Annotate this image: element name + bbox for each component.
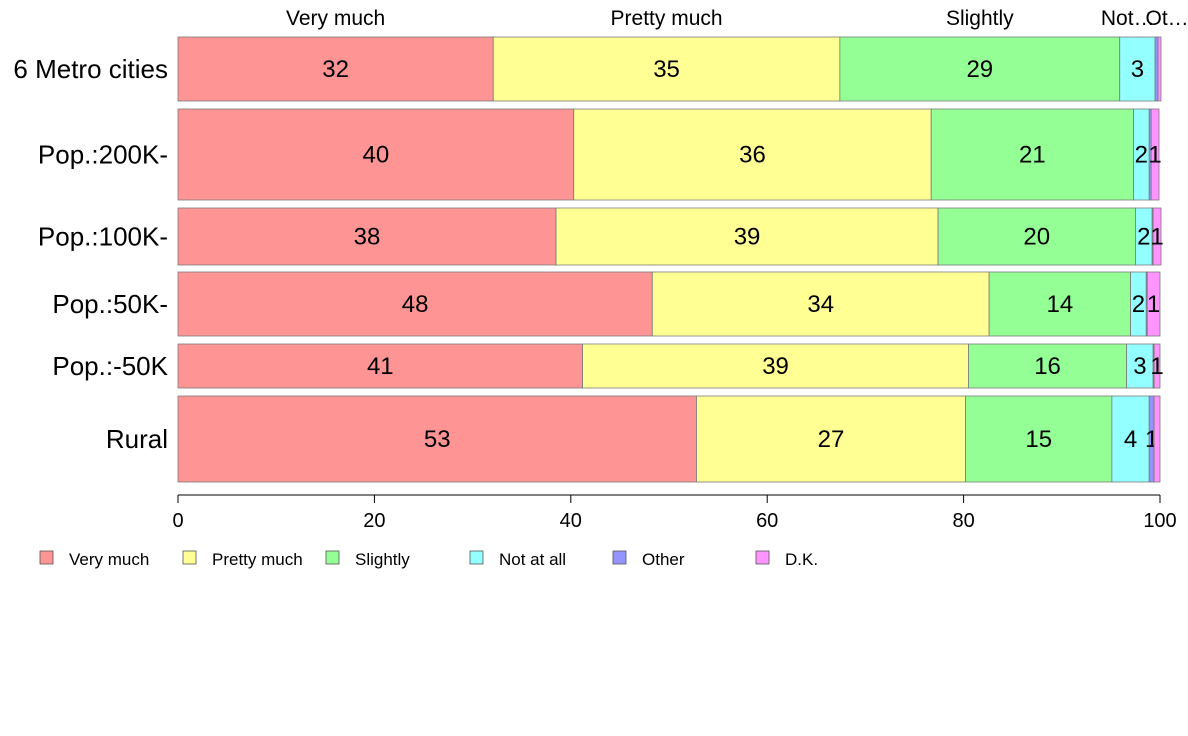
bar-value-label: 1	[1150, 353, 1163, 380]
bar-value-label: 20	[1023, 224, 1050, 251]
bar-segment	[839, 36, 1121, 102]
bar-value-label: 29	[966, 56, 993, 83]
legend-label: Pretty much	[212, 550, 303, 569]
category-label: 6 Metro cities	[13, 54, 168, 84]
bar-value-label: 21	[1019, 142, 1046, 169]
bar-value-label: 2	[1135, 142, 1148, 169]
bar-value-label: 2	[1137, 224, 1150, 251]
top-series-label: Pretty much	[611, 7, 723, 30]
bar-value-label: 34	[807, 291, 834, 318]
bar-value-label: 4	[1124, 426, 1137, 453]
bar-segment	[1153, 395, 1161, 483]
bar-segment	[177, 343, 583, 389]
bar-value-label: 48	[402, 291, 429, 318]
top-series-label: Not…	[1101, 7, 1155, 30]
bar-value-label: 41	[367, 353, 394, 380]
bar-value-label: 40	[363, 142, 390, 169]
legend-swatch	[469, 550, 484, 565]
bar-value-label: 53	[424, 426, 451, 453]
top-series-label: Slightly	[946, 7, 1014, 30]
bar-value-label: 2	[1132, 291, 1145, 318]
x-tick-label: 40	[560, 510, 582, 532]
legend-swatch	[612, 550, 627, 565]
category-label: Pop.:100K-	[38, 222, 168, 252]
category-label: Pop.:200K-	[38, 140, 168, 170]
bar-segment	[177, 395, 697, 483]
bar-value-label: 14	[1046, 291, 1073, 318]
bar-segment	[1157, 36, 1162, 102]
bar-segment	[1153, 343, 1161, 389]
bar-segment	[573, 108, 932, 201]
bar-segment	[177, 207, 557, 266]
top-series-label: Very much	[286, 7, 385, 30]
legend-label: Not at all	[499, 550, 566, 569]
legend-swatch	[182, 550, 197, 565]
bar-segment	[177, 271, 653, 337]
bar-value-label: 3	[1133, 353, 1146, 380]
bar-segment	[937, 207, 1136, 266]
bar-value-label: 27	[818, 426, 845, 453]
bar-segment	[177, 108, 575, 201]
x-tick-label: 80	[952, 510, 974, 532]
bar-value-label: 15	[1025, 426, 1052, 453]
bar-value-label: 1	[1147, 291, 1160, 318]
bar-segment	[968, 343, 1128, 389]
bar-segment	[177, 36, 494, 102]
bar-segment	[651, 271, 990, 337]
legend-label: Slightly	[355, 550, 410, 569]
top-series-label: Ot…	[1146, 7, 1188, 30]
bar-value-label: 16	[1034, 353, 1061, 380]
bar-segment	[1146, 271, 1161, 337]
bar-value-label: 39	[734, 224, 761, 251]
bar-segment	[555, 207, 939, 266]
bar-segment	[582, 343, 969, 389]
category-label: Pop.:-50K	[52, 351, 168, 381]
bar-segment	[1154, 36, 1159, 102]
bar-segment	[1111, 395, 1150, 483]
bar-value-label: 38	[354, 224, 381, 251]
bar-segment	[930, 108, 1134, 201]
legend-label: Other	[642, 550, 685, 569]
bar-value-label: 1	[1148, 142, 1161, 169]
legend-swatch	[325, 550, 340, 565]
bar-segment	[1152, 207, 1162, 266]
bar-segment	[492, 36, 841, 102]
x-tick-label: 100	[1143, 510, 1176, 532]
legend-swatch	[39, 550, 54, 565]
bar-value-label: 32	[322, 56, 349, 83]
bar-segment	[696, 395, 966, 483]
bar-value-label: 36	[739, 142, 766, 169]
x-tick-label: 0	[172, 510, 183, 532]
bar-value-label: 1	[1150, 224, 1163, 251]
x-tick-label: 20	[363, 510, 385, 532]
bar-value-label: 39	[762, 353, 789, 380]
bar-value-label: 35	[653, 56, 680, 83]
legend-swatch	[755, 550, 770, 565]
x-tick-label: 60	[756, 510, 778, 532]
legend-label: D.K.	[785, 550, 818, 569]
bar-segment	[1126, 343, 1154, 389]
category-label: Rural	[106, 424, 168, 454]
bar-value-label: 3	[1131, 56, 1144, 83]
category-label: Pop.:50K-	[52, 289, 168, 319]
bar-segment	[1150, 108, 1160, 201]
legend-label: Very much	[69, 550, 149, 569]
